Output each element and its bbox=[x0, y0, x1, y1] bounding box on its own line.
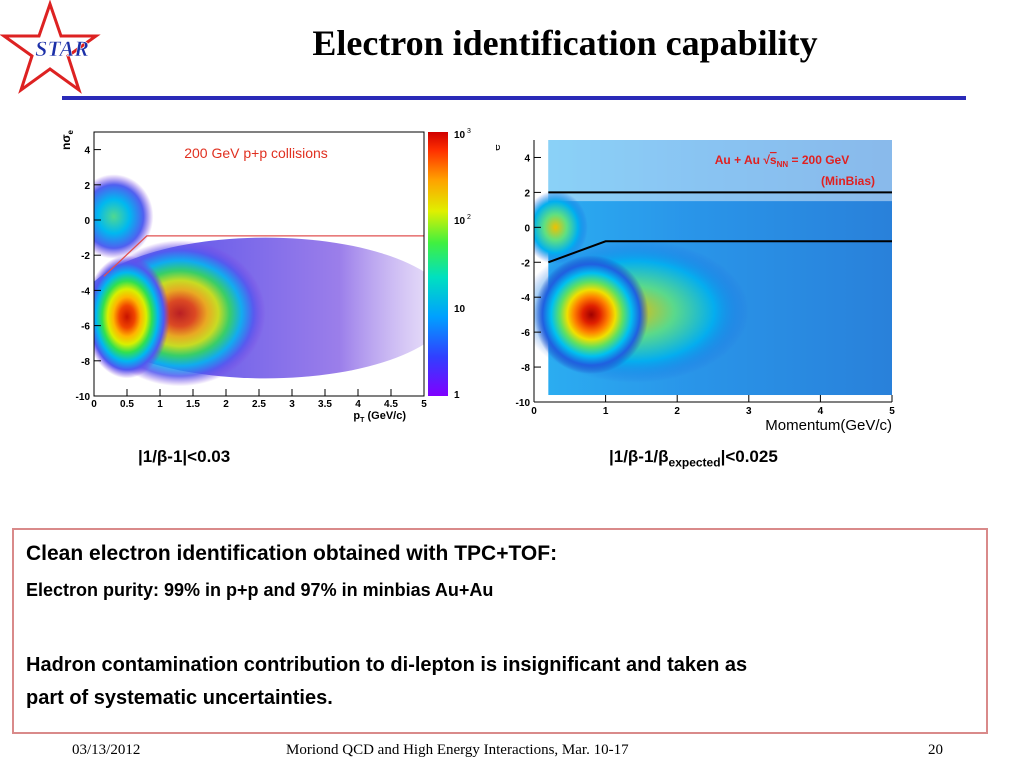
y-tick-label: -6 bbox=[81, 322, 90, 333]
heat-blob bbox=[94, 255, 170, 379]
x-tick-label: 4 bbox=[355, 399, 361, 410]
left-cut-label: |1/β-1|<0.03 bbox=[138, 447, 231, 466]
x-tick-label: 5 bbox=[889, 406, 895, 417]
logo-text: STAR bbox=[35, 36, 89, 61]
colorbar bbox=[428, 132, 448, 396]
y-tick-label: -8 bbox=[81, 357, 90, 368]
right-plot: 0 1 2 3 4 5 4 2 0 -2 -4 -6 -8 -10 Au + Au √sNN = 200 … bbox=[480, 130, 906, 435]
left-ylabel: nσe bbox=[59, 129, 75, 150]
y-tick-label: -8 bbox=[521, 363, 530, 374]
x-tick-label: 1 bbox=[157, 399, 163, 410]
x-tick-label: 1 bbox=[603, 406, 609, 417]
right-annotation-line2: (MinBias) bbox=[821, 174, 875, 188]
x-tick-label: 0.5 bbox=[120, 399, 134, 410]
y-tick-label: 2 bbox=[84, 181, 90, 192]
x-tick-label: 4.5 bbox=[384, 399, 398, 410]
footer-event: Moriond QCD and High Energy Interactions… bbox=[286, 742, 629, 758]
heat-sparse-top bbox=[548, 140, 892, 202]
right-annotation-line1: Au + Au √sNN = 200 GeV bbox=[715, 153, 849, 169]
right-cut-label: |1/β-1/βexpected|<0.025 bbox=[609, 447, 778, 470]
left-axes: 0 0.5 1 1.5 2 2.5 3 3.5 4 4.5 5 4 2 0 -2 -4 -6 -8 -10 bbox=[76, 131, 427, 410]
page-number: 20 bbox=[928, 742, 943, 758]
y-tick-label: 2 bbox=[524, 188, 530, 199]
colorbar-label: 10 bbox=[454, 130, 466, 141]
summary-box: Clean electron identification obtained w… bbox=[12, 528, 988, 734]
x-tick-label: 3.5 bbox=[318, 399, 332, 410]
x-tick-label: 3 bbox=[746, 406, 752, 417]
x-tick-label: 0 bbox=[531, 406, 537, 417]
star-logo: STAR bbox=[0, 0, 122, 100]
x-tick-label: 5 bbox=[421, 399, 427, 410]
summary-heading: Clean electron identification obtained w… bbox=[26, 542, 558, 565]
y-tick-label: 4 bbox=[524, 153, 530, 164]
cut-line bbox=[547, 240, 892, 264]
cut-line bbox=[103, 235, 424, 277]
x-tick-label: 1.5 bbox=[186, 399, 200, 410]
x-tick-label: 0 bbox=[91, 399, 97, 410]
left-heatmap-body bbox=[94, 174, 424, 387]
right-plot-svg: 0 1 2 3 4 5 4 2 0 -2 -4 -6 -8 -10 Au + Au √sNN = 200 … bbox=[480, 140, 895, 434]
heat-blob bbox=[534, 190, 588, 265]
summary-purity: Electron purity: 99% in p+p and 97% in m… bbox=[26, 580, 494, 600]
x-tick-label: 3 bbox=[289, 399, 295, 410]
summary-hadron-line1: Hadron contamination contribution to di-… bbox=[26, 654, 748, 676]
colorbar-label: 10 bbox=[454, 216, 466, 227]
right-ylabel: nσe bbox=[496, 144, 503, 172]
right-heatmap-body bbox=[534, 140, 892, 396]
y-tick-label: 0 bbox=[524, 223, 530, 234]
heat-blob bbox=[534, 255, 649, 375]
colorbar-label: 10 bbox=[454, 304, 466, 315]
y-tick-label: -10 bbox=[516, 398, 531, 409]
y-tick-label: 0 bbox=[84, 216, 90, 227]
left-plot: 0 0.5 1 1.5 2 2.5 3 3.5 4 4.5 5 4 2 0 -2 -4 -6 -8 -10 10 3 1… bbox=[56, 124, 476, 424]
left-annotation: 200 GeV p+p collisions bbox=[184, 145, 328, 161]
colorbar-exponent: 2 bbox=[467, 214, 471, 221]
x-tick-label: 2 bbox=[223, 399, 229, 410]
y-tick-label: -10 bbox=[76, 392, 91, 403]
y-tick-label: -2 bbox=[521, 258, 530, 269]
slide-title: Electron identification capability bbox=[312, 23, 818, 63]
title-divider bbox=[62, 96, 966, 100]
right-axes: 0 1 2 3 4 5 4 2 0 -2 -4 -6 -8 -10 bbox=[516, 140, 895, 417]
colorbar-exponent: 3 bbox=[467, 128, 471, 135]
footer-date: 03/13/2012 bbox=[72, 742, 141, 758]
y-tick-label: -4 bbox=[81, 286, 90, 297]
x-tick-label: 2.5 bbox=[252, 399, 266, 410]
right-xlabel: Momentum(GeV/c) bbox=[765, 417, 892, 434]
x-tick-label: 2 bbox=[674, 406, 680, 417]
y-tick-label: -4 bbox=[521, 293, 530, 304]
y-tick-label: -2 bbox=[81, 251, 90, 262]
x-tick-label: 4 bbox=[818, 406, 824, 417]
y-tick-label: 4 bbox=[84, 146, 90, 157]
left-xlabel: pT (GeV/c) bbox=[353, 410, 406, 424]
colorbar-label: 1 bbox=[454, 390, 460, 401]
heat-blob bbox=[94, 174, 154, 259]
y-tick-label: -6 bbox=[521, 328, 530, 339]
summary-hadron-line2: part of systematic uncertainties. bbox=[26, 687, 333, 709]
